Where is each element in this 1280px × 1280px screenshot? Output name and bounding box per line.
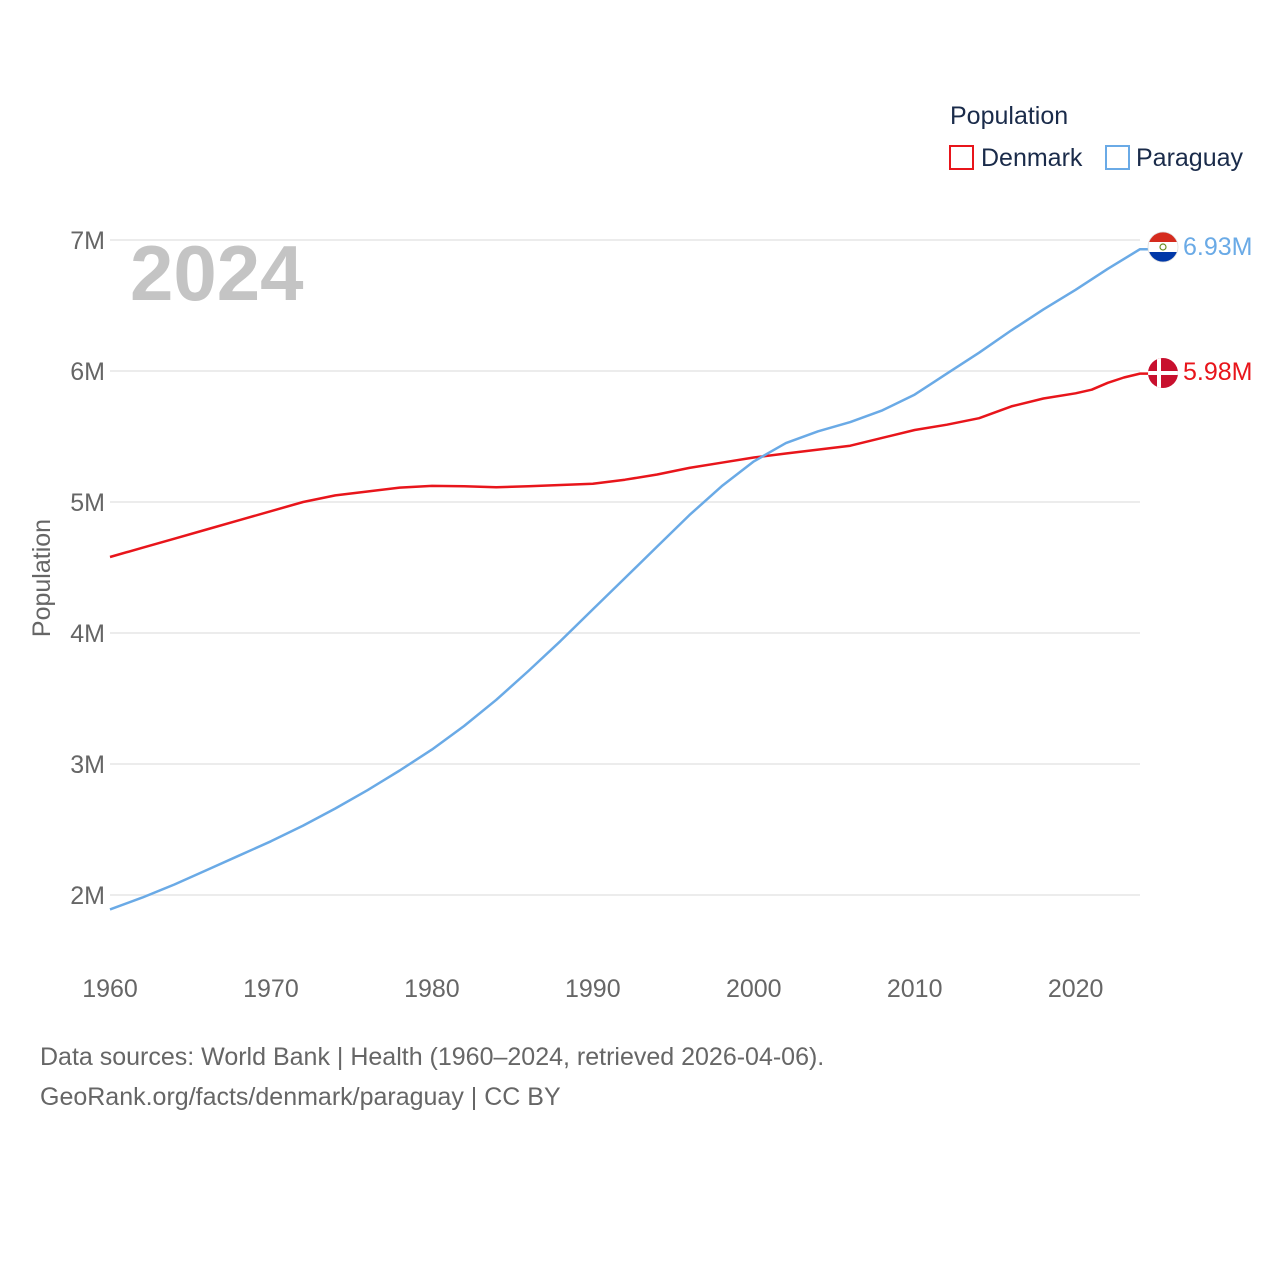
population-chart: 2M 3M 4M 5M 6M 7M 1960 1970 1980 1990 2000 2010 202… bbox=[28, 102, 1252, 1000]
y-tick-label: 3M bbox=[70, 751, 105, 779]
paraguay-end-label: 6.93M bbox=[1183, 233, 1252, 261]
paraguay-series-line[interactable] bbox=[109, 247, 1148, 911]
legend-label-paraguay: Paraguay bbox=[1136, 144, 1244, 172]
legend-swatch-paraguay bbox=[1105, 145, 1130, 170]
x-tick-label: 1970 bbox=[243, 975, 299, 1000]
x-tick-label: 1960 bbox=[82, 975, 138, 1000]
x-tick-label: 1990 bbox=[565, 975, 621, 1000]
y-tick-label: 7M bbox=[70, 227, 105, 255]
y-tick-label: 4M bbox=[70, 620, 105, 648]
year-label: 2024 bbox=[130, 229, 304, 317]
x-tick-label: 2010 bbox=[887, 975, 943, 1000]
legend-swatch-denmark bbox=[949, 145, 974, 170]
x-tick-label: 1980 bbox=[404, 975, 460, 1000]
data-sources-note: Data sources: World Bank | Health (1960–… bbox=[40, 1043, 825, 1071]
y-axis-label: Population bbox=[28, 519, 56, 637]
legend-item-denmark[interactable]: Denmark bbox=[949, 144, 1083, 172]
credit-link[interactable]: GeoRank.org/facts/denmark/paraguay | CC … bbox=[40, 1083, 561, 1111]
denmark-end-label: 5.98M bbox=[1183, 358, 1252, 386]
y-axis-ticks: 2M 3M 4M 5M 6M 7M bbox=[70, 227, 105, 910]
legend-item-paraguay[interactable]: Paraguay bbox=[1105, 144, 1244, 172]
x-axis-ticks: 1960 1970 1980 1990 2000 2010 2020 bbox=[82, 975, 1103, 1000]
denmark-series-line[interactable] bbox=[109, 372, 1148, 559]
x-tick-label: 2000 bbox=[726, 975, 782, 1000]
legend-title: Population bbox=[950, 102, 1068, 130]
x-tick-label: 2020 bbox=[1048, 975, 1104, 1000]
legend-label-denmark: Denmark bbox=[981, 144, 1083, 172]
gridlines bbox=[110, 239, 1140, 896]
paraguay-flag-icon bbox=[1147, 231, 1179, 263]
denmark-flag-icon bbox=[1148, 358, 1178, 388]
y-tick-label: 5M bbox=[70, 489, 105, 517]
y-tick-label: 6M bbox=[70, 358, 105, 386]
y-tick-label: 2M bbox=[70, 882, 105, 910]
legend: Population Denmark Paraguay bbox=[949, 102, 1244, 172]
